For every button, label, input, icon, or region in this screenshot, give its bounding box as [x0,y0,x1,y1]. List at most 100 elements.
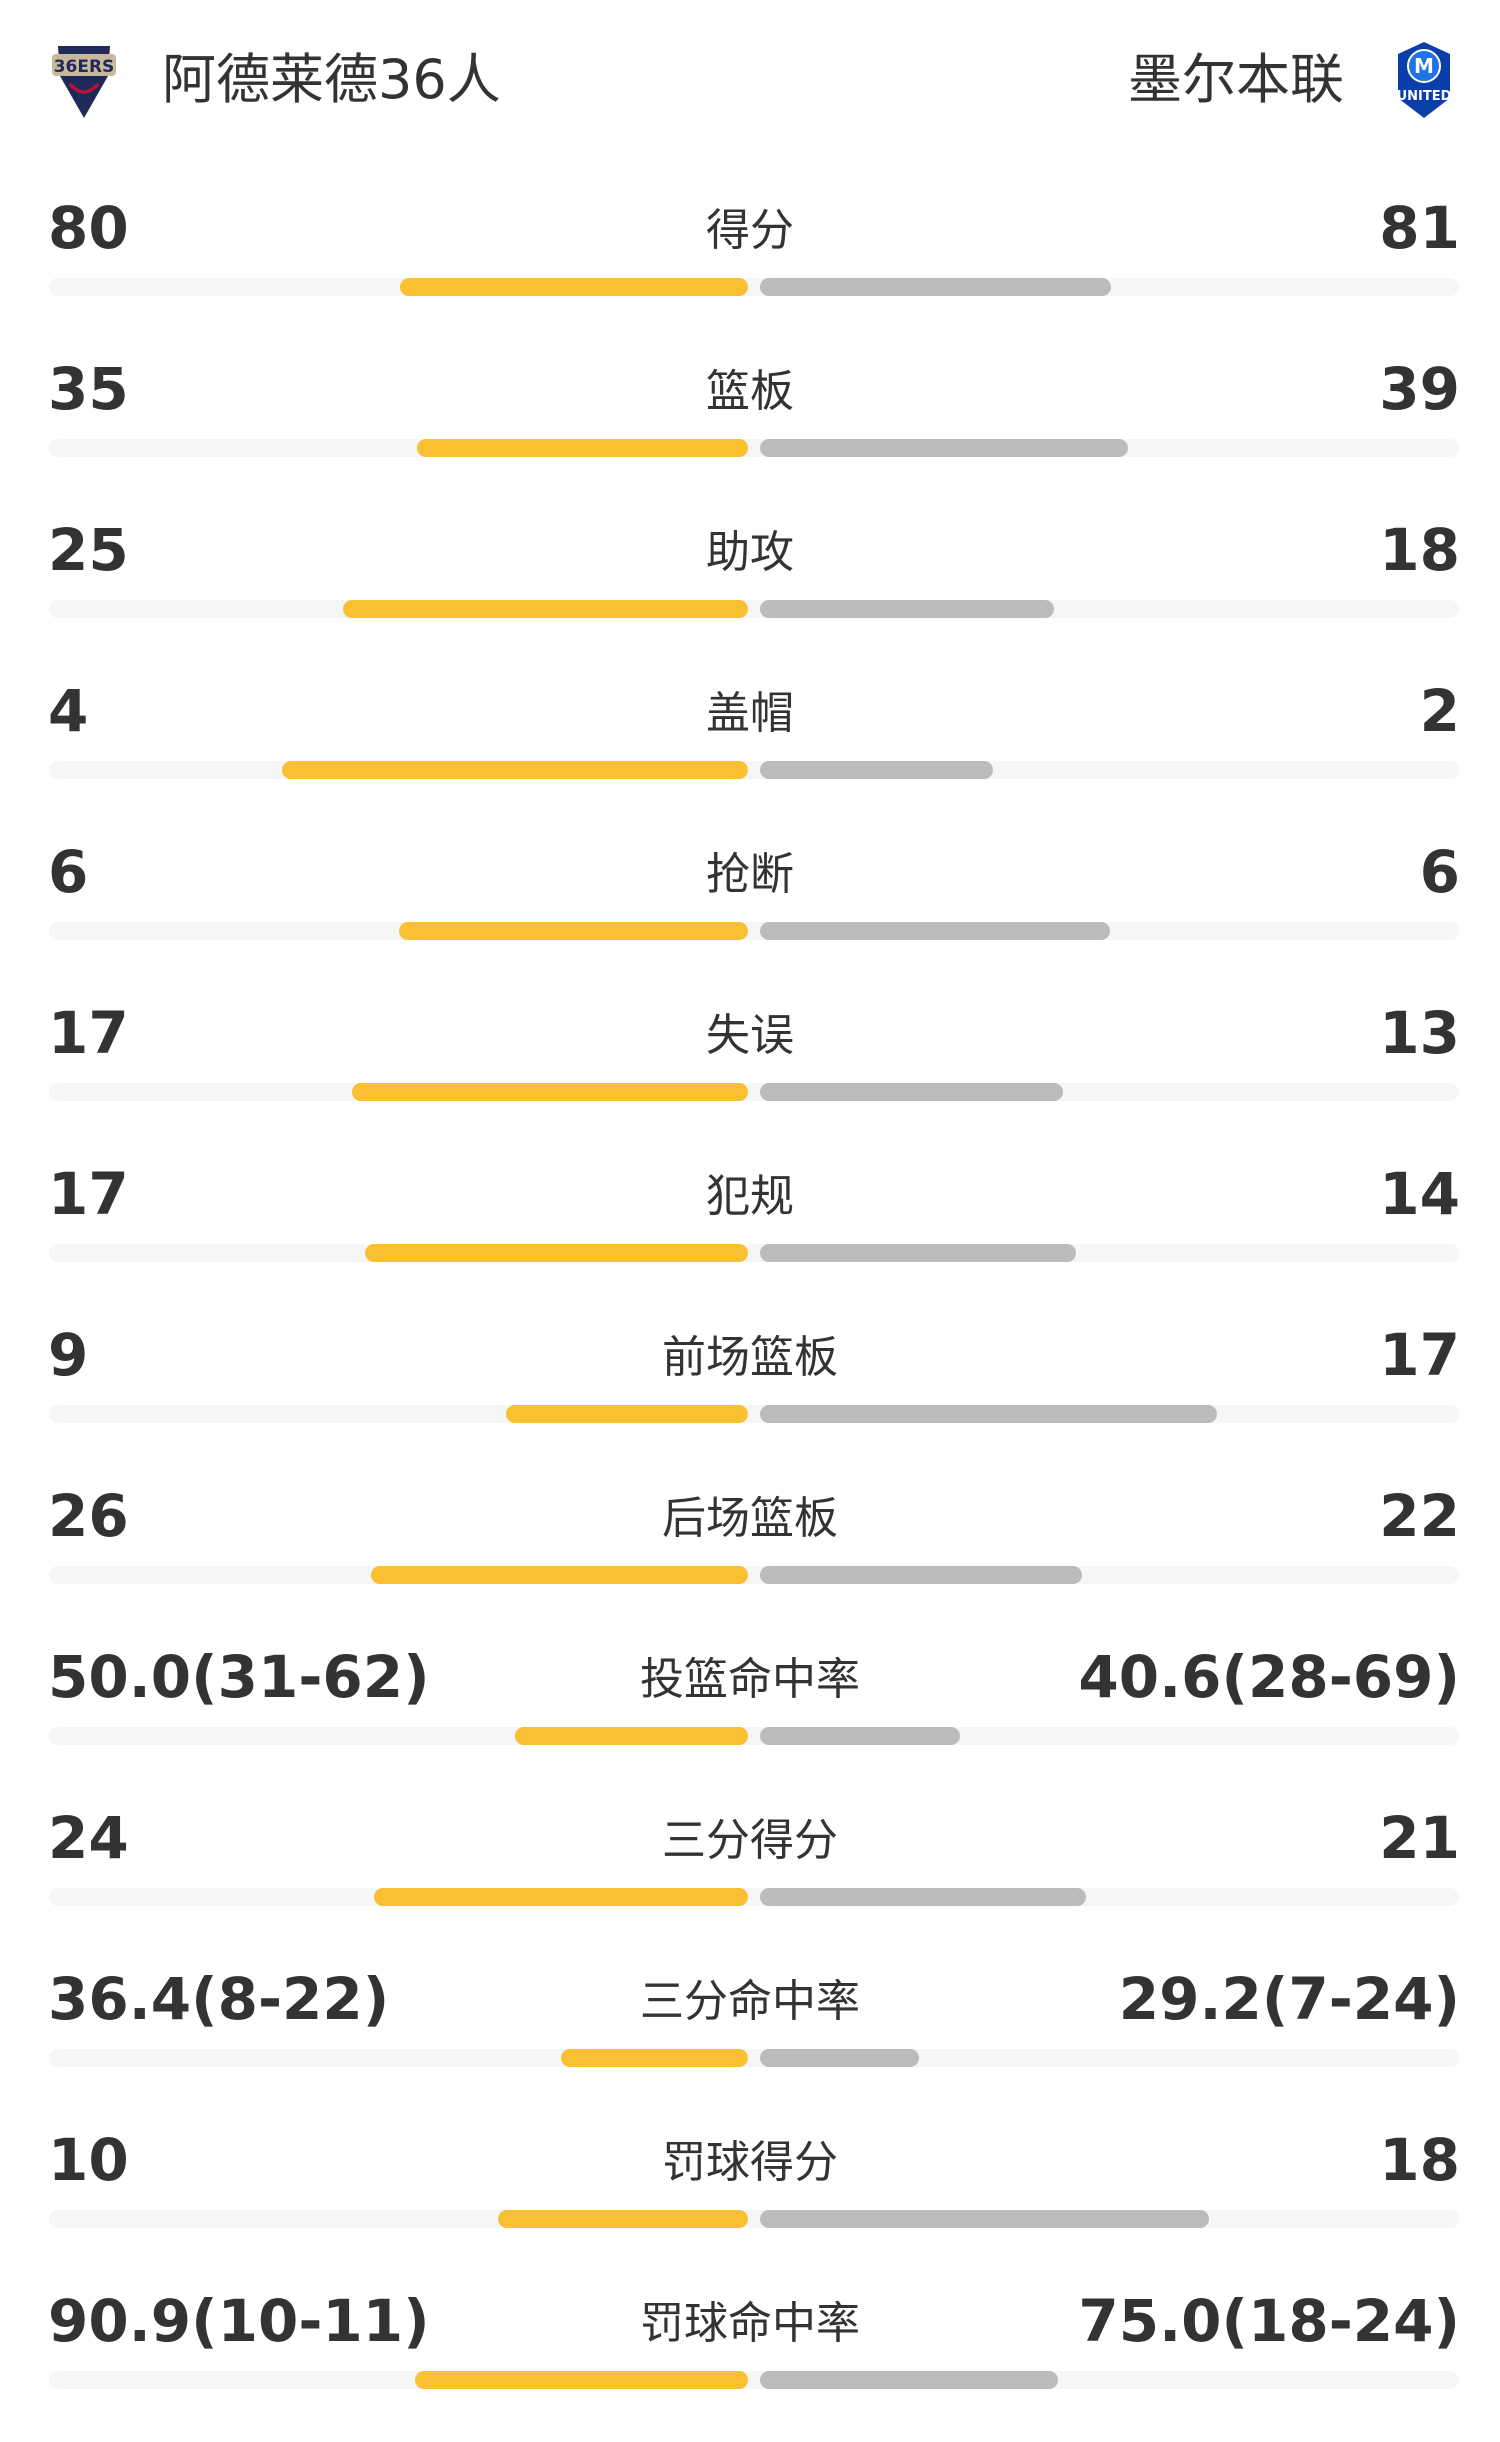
away-stat-value: 21 [1379,1804,1460,1872]
stat-label: 助攻 [706,527,794,578]
stat-bar-track [49,1405,1459,1423]
home-stat-value: 36.4(8-22) [48,1965,390,2033]
stat-bar-track [49,2210,1459,2228]
stat-row: 80 得分 81 [0,188,1500,349]
stat-bar-track [49,1727,1459,1745]
home-team-logo: 36ERS [52,46,116,118]
away-stat-value: 22 [1379,1482,1460,1550]
stat-bar-track [49,2049,1459,2067]
stat-bar-track [49,278,1459,296]
away-stat-bar [760,1566,1082,1584]
stat-bar-track [49,1888,1459,1906]
stat-row: 90.9(10-11) 罚球命中率 75.0(18-24) [0,2281,1500,2442]
away-stat-bar [760,922,1110,940]
stat-bar-track [49,439,1459,457]
away-stat-value: 81 [1379,194,1460,262]
home-stat-bar [399,278,748,296]
home-team-name: 阿德莱德36人 [162,48,501,111]
stat-label: 三分得分 [662,1815,838,1866]
home-stat-value: 25 [48,516,129,584]
stat-bar-track [49,1083,1459,1101]
match-header: 36ERS 阿德莱德36人 墨尔本联 M UNITED [0,0,1500,160]
away-team-name: 墨尔本联 [1128,48,1344,111]
home-stat-bar [352,1083,748,1101]
home-stat-bar [364,1244,748,1262]
stat-bar-track [49,2371,1459,2389]
stat-label: 犯规 [706,1171,794,1222]
away-stat-bar [760,1244,1076,1262]
away-stat-value: 75.0(18-24) [1078,2287,1460,2355]
away-logo-text: UNITED [1397,89,1452,104]
away-stat-bar [760,1888,1087,1906]
stat-label: 篮板 [706,366,794,417]
stat-row: 17 犯规 14 [0,1154,1500,1315]
stat-row: 26 后场篮板 22 [0,1476,1500,1637]
away-stat-value: 29.2(7-24) [1118,1965,1460,2033]
stat-row: 17 失误 13 [0,993,1500,1154]
stat-bar-track [49,1244,1459,1262]
stat-label: 罚球得分 [662,2137,838,2188]
home-stat-value: 17 [48,1160,129,1228]
away-team-logo: M UNITED [1397,42,1452,118]
away-stat-bar [760,600,1054,618]
away-stat-value: 17 [1379,1321,1460,1389]
stat-label: 前场篮板 [662,1332,838,1383]
stat-row: 24 三分得分 21 [0,1798,1500,1959]
away-stat-bar [760,1083,1064,1101]
stat-bar-track [49,1566,1459,1584]
svg-text:M: M [1414,54,1434,78]
away-stat-value: 40.6(28-69) [1078,1643,1460,1711]
away-stat-value: 39 [1379,355,1460,423]
home-stat-bar [342,600,748,618]
stat-label: 得分 [706,205,794,256]
stat-label: 抢断 [706,849,794,900]
home-stat-value: 90.9(10-11) [48,2287,430,2355]
home-stat-value: 10 [48,2126,129,2194]
stat-label: 投篮命中率 [640,1654,860,1705]
away-stat-value: 18 [1379,516,1460,584]
home-stat-value: 35 [48,355,129,423]
away-stat-bar [760,2371,1059,2389]
home-stat-bar [281,761,748,779]
away-stat-bar [760,278,1111,296]
away-stat-bar [760,2049,919,2067]
home-stat-bar [561,2049,748,2067]
home-stat-value: 4 [48,677,89,745]
away-stat-value: 2 [1419,677,1460,745]
away-stat-bar [760,2210,1210,2228]
home-logo-text: 36ERS [54,57,115,77]
home-stat-value: 24 [48,1804,129,1872]
away-stat-value: 18 [1379,2126,1460,2194]
away-stat-bar [760,439,1128,457]
away-stat-bar [760,1727,960,1745]
stat-row: 6 抢断 6 [0,832,1500,993]
stat-row: 36.4(8-22) 三分命中率 29.2(7-24) [0,1959,1500,2120]
home-stat-value: 26 [48,1482,129,1550]
home-stat-value: 6 [48,838,89,906]
stat-row: 35 篮板 39 [0,349,1500,510]
home-stat-value: 9 [48,1321,89,1389]
home-stat-bar [506,1405,748,1423]
stat-row: 10 罚球得分 18 [0,2120,1500,2281]
stat-bar-track [49,761,1459,779]
home-stat-value: 17 [48,999,129,1067]
stat-label: 盖帽 [706,688,794,739]
stat-label: 后场篮板 [662,1493,838,1544]
stat-row: 4 盖帽 2 [0,671,1500,832]
stat-bar-track [49,922,1459,940]
home-stat-bar [415,2371,748,2389]
stat-label: 罚球命中率 [640,2298,860,2349]
stat-bar-track [49,600,1459,618]
stat-row: 50.0(31-62) 投篮命中率 40.6(28-69) [0,1637,1500,1798]
home-stat-value: 50.0(31-62) [48,1643,430,1711]
away-stat-value: 13 [1379,999,1460,1067]
away-stat-bar [760,761,993,779]
away-stat-value: 6 [1419,838,1460,906]
home-stat-bar [416,439,748,457]
home-stat-bar [498,2210,748,2228]
stat-label: 三分命中率 [640,1976,860,2027]
away-stat-value: 14 [1379,1160,1460,1228]
home-stat-bar [370,1566,748,1584]
stat-row: 9 前场篮板 17 [0,1315,1500,1476]
stat-row: 25 助攻 18 [0,510,1500,671]
